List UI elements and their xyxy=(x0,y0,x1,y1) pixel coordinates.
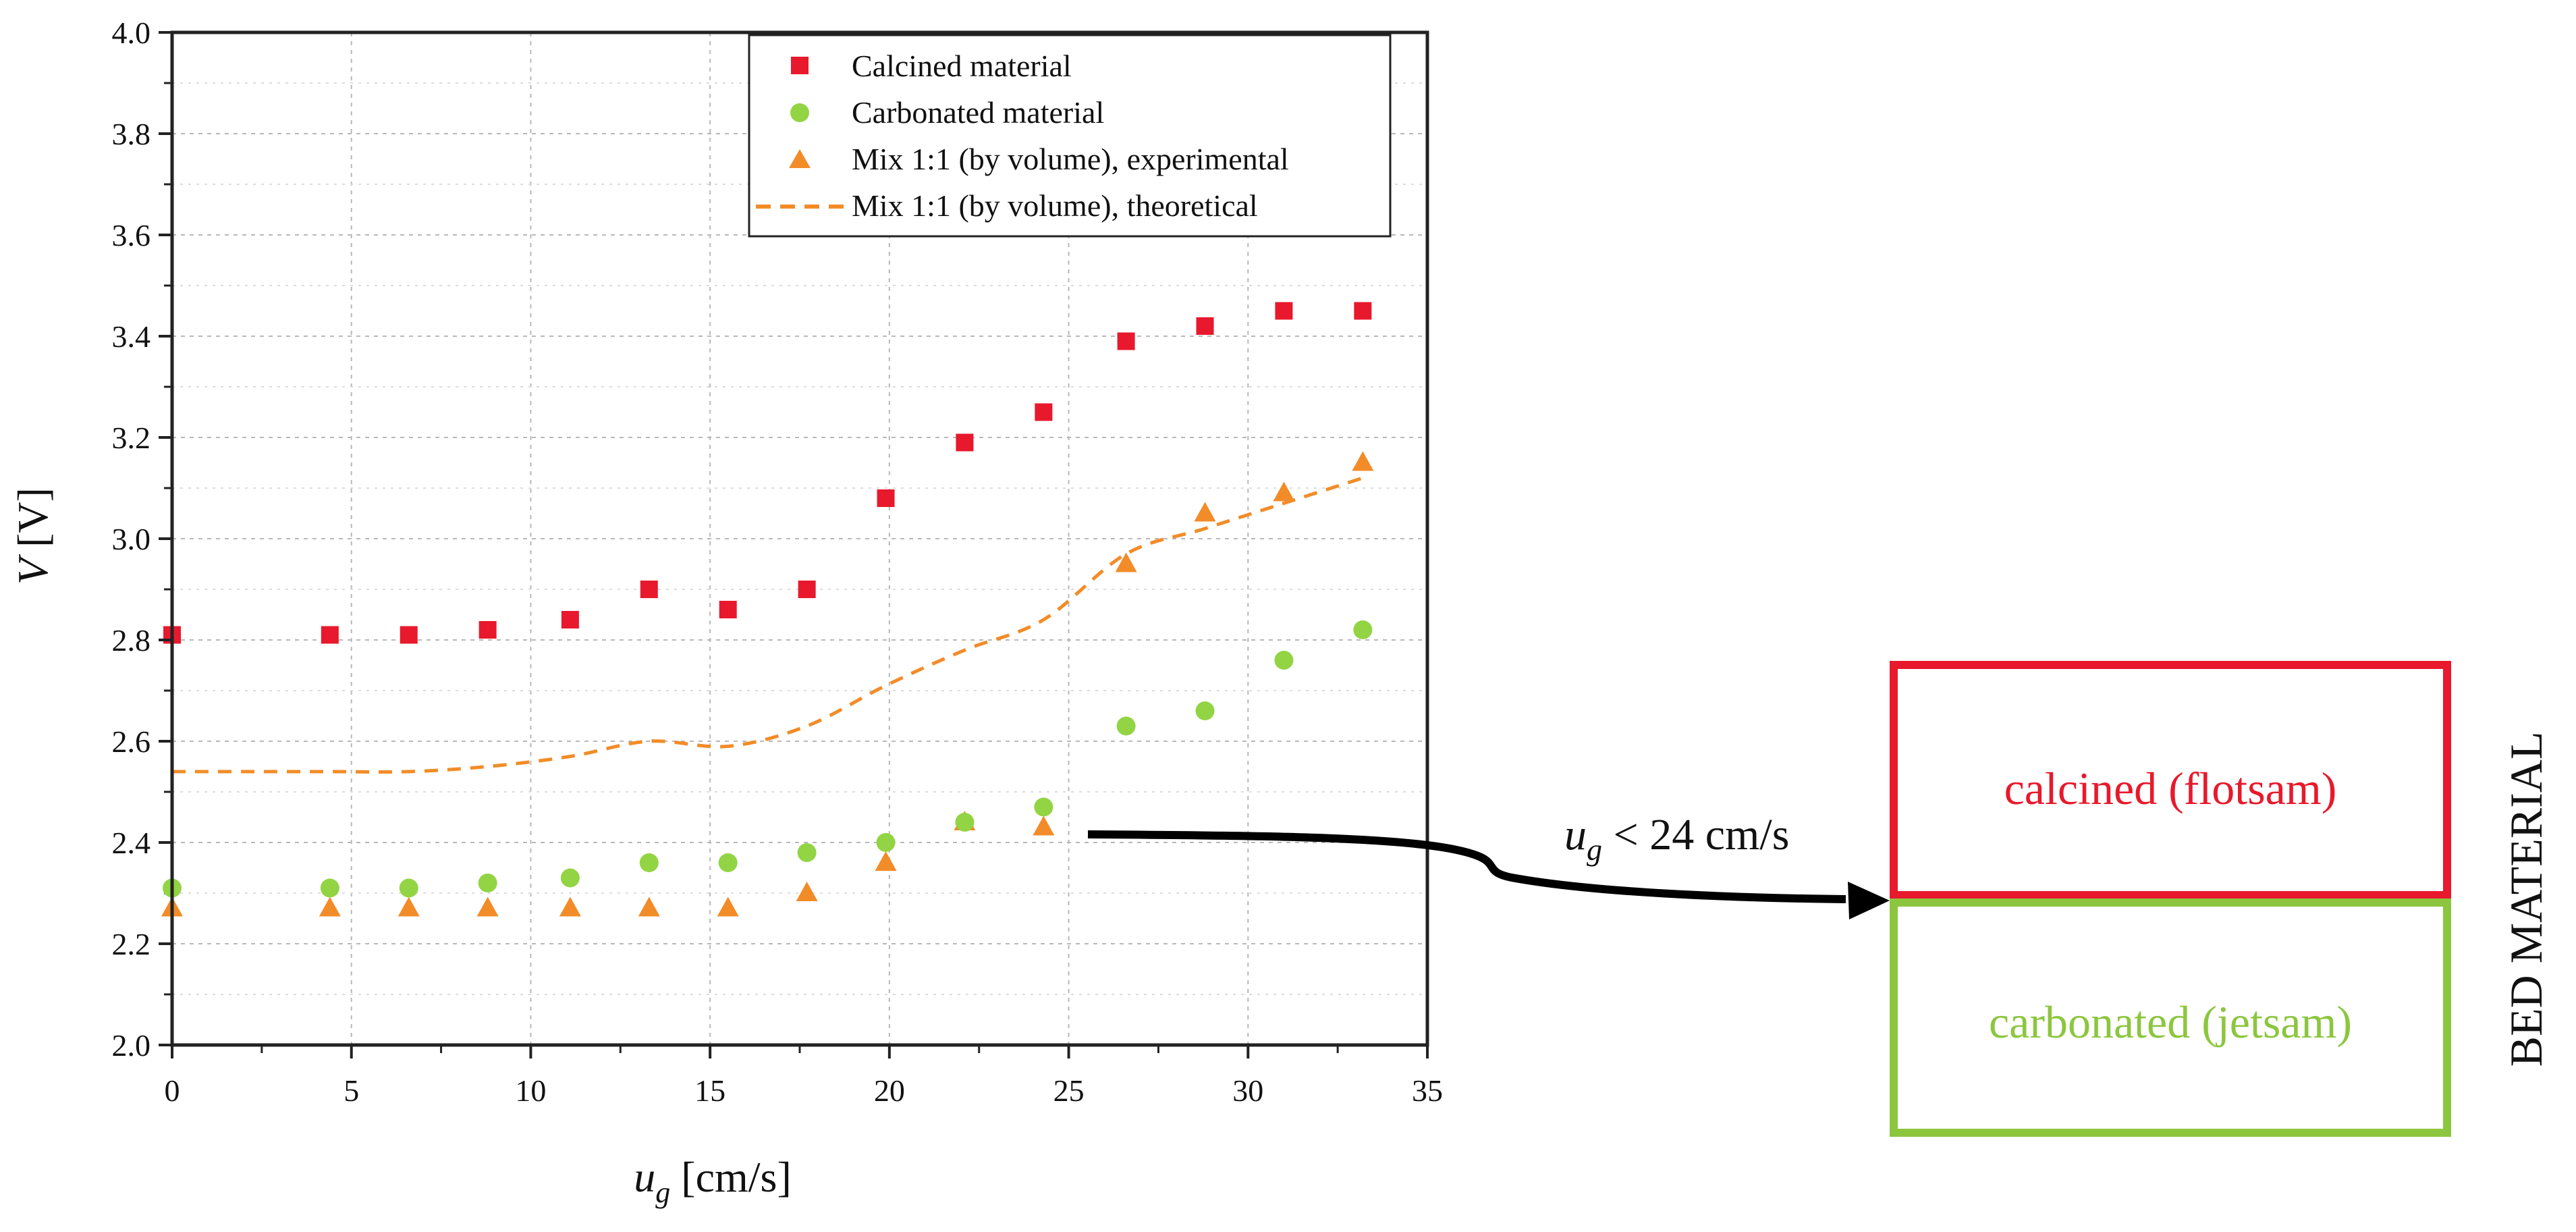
mix-experimental-point xyxy=(638,896,660,917)
x-tick-label: 0 xyxy=(165,1073,180,1108)
carbonated-point xyxy=(478,874,497,892)
x-axis-ticks: 0 5 10 15 20 25 30 35 xyxy=(165,1045,1443,1108)
mix-experimental-point xyxy=(1033,815,1055,836)
mix-experimental-point xyxy=(1273,481,1295,502)
calcined-point xyxy=(1354,302,1372,320)
bed-material-diagram: calcined (flotsam) carbonated (jetsam) B… xyxy=(1890,661,2552,1137)
y-tick-label: 2.0 xyxy=(112,1028,151,1063)
y-tick-label: 3.8 xyxy=(112,117,151,151)
calcined-point xyxy=(321,626,339,644)
annotation-arrow xyxy=(1087,830,1846,903)
carbonated-point xyxy=(320,878,339,898)
carbonated-point xyxy=(1195,701,1215,720)
calcined-point xyxy=(1035,403,1053,421)
calcined-flotsam-label: calcined (flotsam) xyxy=(2004,763,2337,814)
x-tick-label: 5 xyxy=(344,1073,359,1108)
carbonated-point xyxy=(955,813,975,832)
legend-marker-calcined xyxy=(791,57,809,74)
carbonated-point xyxy=(399,878,418,898)
mix-experimental-point xyxy=(476,896,499,917)
y-tick-label: 3.6 xyxy=(112,218,151,252)
x-tick-label: 20 xyxy=(874,1073,905,1108)
legend-marker-carbonated xyxy=(790,103,809,122)
mix-experimental-point xyxy=(398,896,420,917)
x-tick-label: 35 xyxy=(1412,1073,1443,1108)
calcined-point xyxy=(640,581,658,598)
x-axis-label: ug [cm/s] xyxy=(634,1153,792,1209)
mix-experimental-point xyxy=(1115,552,1137,572)
mix-experimental-point xyxy=(559,896,581,917)
y-axis-label: V [V] xyxy=(9,487,57,585)
calcined-point xyxy=(956,433,974,452)
carbonated-jetsam-box xyxy=(1890,899,2451,1137)
legend-box xyxy=(748,34,1392,238)
mix-experimental-point xyxy=(796,882,818,901)
y-tick-label: 2.8 xyxy=(112,623,151,658)
calcined-point xyxy=(561,611,579,628)
calcined-point xyxy=(1117,332,1135,350)
annotation: ug < 24 cm/s xyxy=(1087,810,1890,919)
mix-experimental-point xyxy=(717,896,739,917)
carbonated-point xyxy=(797,843,817,862)
mix-experimental-point xyxy=(1352,451,1374,471)
theoretical-series-line xyxy=(172,476,1364,774)
bed-material-title: BED MATERIAL xyxy=(2500,732,2552,1067)
x-tick-label: 25 xyxy=(1053,1073,1085,1108)
carbonated-point xyxy=(1034,797,1053,817)
annotation-arrow-head xyxy=(1848,882,1890,919)
calcined-point xyxy=(877,489,895,507)
y-tick-label: 3.2 xyxy=(112,421,151,455)
annotation-condition: ug < 24 cm/s xyxy=(1564,810,1789,867)
y-tick-label: 2.2 xyxy=(112,927,151,961)
legend-label-carbonated: Carbonated material xyxy=(852,95,1104,130)
theoretical-line xyxy=(172,476,1364,774)
calcined-flotsam-box xyxy=(1890,661,2451,899)
x-tick-label: 10 xyxy=(515,1073,546,1108)
mix-experimental-point xyxy=(319,896,341,917)
mix-experimental-point xyxy=(1194,502,1216,522)
carbonated-point xyxy=(876,833,896,852)
legend-label-mix-theoretical: Mix 1:1 (by volume), theoretical xyxy=(852,188,1258,223)
carbonated-point xyxy=(1274,651,1294,670)
y-tick-label: 2.6 xyxy=(112,724,151,759)
carbonated-jetsam-label: carbonated (jetsam) xyxy=(1989,996,2352,1048)
mix-experimental-point xyxy=(875,851,897,871)
calcined-point xyxy=(400,626,418,644)
calcined-point xyxy=(1275,302,1293,320)
carbonated-point xyxy=(1353,620,1373,639)
legend: Calcined material Carbonated material Mi… xyxy=(748,34,1392,238)
legend-marker-mix-experimental xyxy=(789,149,811,168)
y-axis-ticks: 2.0 2.2 2.4 2.6 2.8 3.0 3.2 3.4 3.6 3.8 4.0 xyxy=(112,16,172,1063)
data-points xyxy=(161,302,1374,917)
calcined-point xyxy=(719,601,737,618)
calcined-point xyxy=(478,621,497,639)
y-tick-label: 4.0 xyxy=(112,16,151,50)
x-tick-label: 15 xyxy=(694,1073,725,1108)
carbonated-point xyxy=(1116,716,1136,736)
chart: 0 5 10 15 20 25 30 35 2.0 2.2 2.4 2.6 2.8 3.0 3.2 3.4 3… xyxy=(9,16,1443,1209)
legend-label-mix-experimental: Mix 1:1 (by volume), experimental xyxy=(852,142,1289,176)
calcined-point xyxy=(1196,317,1214,335)
calcined-point xyxy=(798,581,816,598)
x-tick-label: 30 xyxy=(1232,1073,1263,1108)
carbonated-point xyxy=(718,853,738,872)
carbonated-point xyxy=(639,853,659,872)
carbonated-point xyxy=(560,868,580,888)
y-tick-label: 2.4 xyxy=(112,826,151,860)
y-tick-label: 3.0 xyxy=(112,522,151,556)
y-tick-label: 3.4 xyxy=(112,319,151,354)
legend-label-calcined: Calcined material xyxy=(852,49,1072,83)
